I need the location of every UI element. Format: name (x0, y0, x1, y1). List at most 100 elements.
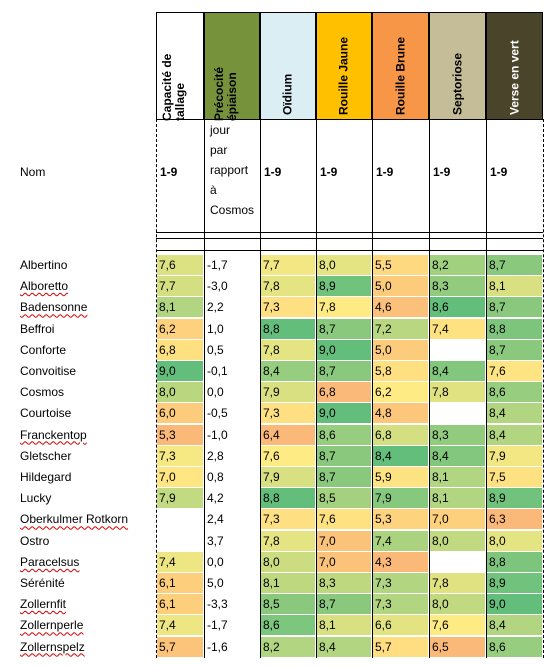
cell-rouille_jaune: 6,8 (317, 382, 371, 403)
cell-oidium: 7,8 (261, 530, 315, 551)
variety-name: Franckentop (20, 427, 87, 442)
grid-horizontal-line (156, 232, 543, 233)
variety-name: Badensonne (20, 300, 88, 315)
cell-verse: 9,0 (487, 594, 542, 615)
cell-rouille_jaune: 8,3 (317, 573, 371, 593)
cell-septoriose: 6,5 (430, 636, 485, 657)
cell-tallage: 7,0 (157, 467, 203, 487)
cell-tallage: 6,0 (157, 403, 203, 424)
cell-tallage: 7,9 (157, 488, 203, 509)
cell-rouille_jaune: 7,8 (317, 297, 371, 318)
variety-name: Oberkulmer Rotkorn (20, 512, 129, 527)
cell-precocite: 2,8 (207, 448, 224, 463)
grid-horizontal-line (156, 250, 543, 251)
cell-verse: 8,8 (487, 551, 542, 572)
cell-septoriose: 8,4 (430, 445, 485, 466)
cell-rouille_brune: 5,8 (373, 361, 428, 381)
cell-rouille_jaune: 8,9 (317, 276, 371, 297)
cell-rouille_jaune: 8,7 (317, 361, 371, 381)
cell-verse: 8,1 (487, 276, 542, 297)
cell-septoriose: 7,6 (430, 615, 485, 636)
unit-precocite-line: par (210, 143, 228, 157)
cell-verse: 8,7 (487, 255, 542, 275)
grid-vertical-line (429, 119, 430, 658)
cell-rouille_brune: 5,9 (373, 467, 428, 487)
cell-rouille_jaune: 8,7 (317, 594, 371, 615)
cell-precocite: 2,4 (207, 512, 224, 527)
cell-oidium: 7,8 (261, 276, 315, 297)
variety-name: Albertino (20, 258, 68, 272)
cell-rouille_jaune: 8,5 (317, 488, 371, 509)
cell-rouille_jaune: 8,1 (317, 615, 371, 636)
cell-verse: 8,7 (487, 339, 542, 360)
cell-tallage: 6,8 (157, 339, 203, 360)
cell-precocite: 0,8 (207, 470, 224, 484)
cell-oidium: 7,9 (261, 382, 315, 403)
cell-rouille_brune: 6,8 (373, 424, 428, 445)
cell-tallage: 7,4 (157, 615, 203, 636)
cell-rouille_brune: 4,6 (373, 297, 428, 318)
cell-rouille_jaune: 8,0 (317, 255, 371, 275)
cell-oidium: 7,7 (261, 255, 315, 275)
column-header-oidium: Oïdium (260, 12, 316, 119)
cell-precocite: 0,0 (207, 554, 224, 569)
cell-verse: 8,6 (487, 636, 542, 657)
cell-precocite: -0,5 (207, 406, 228, 421)
column-header-precocite: Précocité épiaison (204, 12, 260, 121)
cell-oidium: 7,8 (261, 339, 315, 360)
cell-rouille_brune: 5,5 (373, 255, 428, 275)
cell-tallage: 7,6 (157, 255, 203, 275)
cell-verse: 8,6 (487, 382, 542, 403)
cell-precocite: 0,5 (207, 342, 224, 357)
cell-precocite: -3,0 (207, 279, 228, 294)
variety-name: Ostro (20, 533, 50, 548)
cell-rouille_brune: 7,4 (373, 530, 428, 551)
cell-septoriose: 8,2 (430, 255, 485, 275)
cell-tallage: 5,7 (157, 636, 203, 657)
variety-name: Convoitise (20, 364, 77, 378)
cell-septoriose: 7,4 (430, 318, 485, 339)
cell-septoriose (430, 340, 485, 360)
cell-rouille_brune: 6,2 (373, 382, 428, 403)
cell-tallage: 8,1 (157, 297, 203, 318)
cell-precocite: -1,7 (207, 618, 228, 633)
cell-precocite: 3,7 (207, 533, 224, 548)
cell-septoriose (430, 403, 485, 423)
cell-rouille_brune: 8,4 (373, 445, 428, 466)
cell-verse: 7,6 (487, 361, 542, 381)
variety-name: Beffroi (20, 321, 55, 336)
column-header-septoriose: Septoriose (429, 12, 486, 119)
cell-septoriose: 7,0 (430, 509, 485, 530)
unit-verse: 1-9 (490, 165, 508, 179)
unit-precocite-line: Cosmos (210, 203, 255, 217)
unit-septoriose: 1-9 (433, 165, 451, 179)
column-header-label: Septoriose (450, 52, 464, 115)
unit-rouille_jaune: 1-9 (320, 165, 338, 179)
cell-tallage: 8,0 (157, 382, 203, 403)
cell-oidium: 6,4 (261, 424, 315, 445)
cell-septoriose: 7,8 (430, 573, 485, 593)
cell-verse: 8,8 (487, 318, 542, 339)
variety-name: Zollernperle (20, 618, 84, 633)
grid-vertical-line (486, 119, 487, 658)
grid-vertical-line (316, 119, 317, 658)
variety-name: Gletscher (20, 448, 72, 463)
cell-rouille_brune: 5,0 (373, 339, 428, 360)
cell-rouille_brune: 7,3 (373, 573, 428, 593)
cell-oidium: 8,6 (261, 615, 315, 636)
column-header-label: Oïdium (280, 73, 295, 115)
column-header-label: Verse en vert (507, 40, 521, 115)
cell-tallage (157, 509, 203, 529)
grid-horizontal-line (156, 119, 543, 120)
cell-precocite: 5,0 (207, 576, 224, 590)
cell-septoriose: 8,6 (430, 297, 485, 318)
cell-rouille_jaune: 8,7 (317, 467, 371, 487)
cell-precocite: -0,1 (207, 364, 228, 378)
cell-rouille_brune: 5,7 (373, 636, 428, 657)
cell-rouille_jaune: 8,7 (317, 318, 371, 339)
cell-septoriose: 7,8 (430, 382, 485, 403)
cell-septoriose: 8,0 (430, 594, 485, 615)
variety-name: Lucky (20, 491, 52, 506)
variety-name: Hildegard (20, 470, 72, 484)
